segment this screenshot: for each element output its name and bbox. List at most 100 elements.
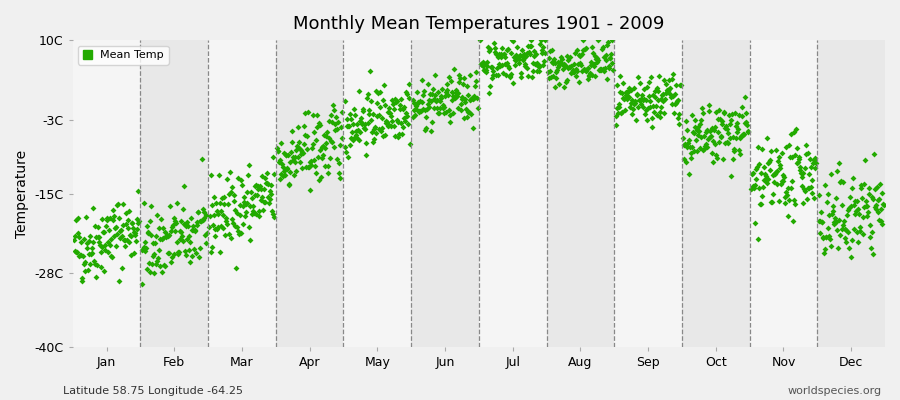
Point: [310, 154, 325, 160]
Point: [520, 50, 535, 56]
Point: [364, 98, 378, 104]
Point: [812, 218, 826, 224]
Point: [171, 248, 185, 255]
Point: [374, 104, 388, 110]
Point: [302, 163, 316, 170]
Point: [300, 146, 314, 152]
Point: [325, 118, 339, 125]
Bar: [479, 40, 546, 347]
Point: [640, 117, 654, 123]
Point: [830, 168, 844, 174]
Point: [515, 47, 529, 53]
Point: [257, 199, 272, 206]
Point: [119, 210, 133, 217]
Point: [806, 159, 820, 166]
Point: [666, 71, 680, 77]
Text: worldspecies.org: worldspecies.org: [788, 386, 882, 396]
Point: [486, 68, 500, 74]
Point: [822, 232, 836, 239]
Point: [246, 203, 260, 210]
Point: [417, 87, 431, 94]
Point: [320, 162, 335, 169]
Point: [464, 111, 479, 117]
Point: [196, 206, 211, 212]
Point: [536, 58, 551, 64]
Point: [220, 176, 235, 182]
Point: [463, 97, 477, 103]
Point: [158, 263, 172, 269]
Point: [119, 221, 133, 227]
Point: [561, 65, 575, 71]
Point: [354, 129, 368, 135]
Point: [615, 90, 629, 97]
Point: [222, 168, 237, 175]
Point: [161, 233, 176, 240]
Point: [620, 96, 634, 102]
Point: [115, 222, 130, 228]
Point: [81, 267, 95, 273]
Point: [370, 113, 384, 120]
Point: [826, 220, 841, 227]
Point: [228, 207, 242, 213]
Point: [74, 252, 88, 258]
Point: [809, 160, 824, 166]
Point: [679, 158, 693, 165]
Point: [220, 221, 234, 227]
Point: [520, 73, 535, 79]
Point: [344, 135, 358, 142]
Point: [543, 68, 557, 74]
Point: [130, 216, 144, 222]
Point: [393, 120, 408, 126]
Point: [541, 69, 555, 75]
Point: [215, 195, 230, 201]
Point: [500, 63, 515, 69]
Point: [260, 170, 274, 177]
Point: [804, 164, 818, 170]
Point: [764, 148, 778, 154]
Point: [387, 106, 401, 113]
Point: [104, 254, 119, 260]
Point: [780, 213, 795, 219]
Point: [523, 43, 537, 49]
Point: [338, 144, 353, 150]
Point: [456, 115, 471, 121]
Point: [363, 68, 377, 74]
Point: [743, 186, 758, 192]
Point: [328, 121, 342, 128]
Point: [701, 102, 716, 108]
Point: [475, 59, 490, 65]
Point: [562, 64, 577, 70]
Point: [158, 229, 173, 235]
Point: [691, 124, 706, 130]
Point: [241, 224, 256, 230]
Point: [744, 185, 759, 191]
Point: [701, 135, 716, 142]
Point: [638, 97, 652, 103]
Point: [536, 61, 550, 68]
Point: [170, 239, 184, 246]
Point: [135, 247, 149, 253]
Point: [478, 61, 492, 68]
Point: [864, 244, 878, 251]
Point: [838, 235, 852, 241]
Point: [212, 224, 226, 230]
Point: [237, 199, 251, 205]
Point: [867, 150, 881, 157]
Point: [167, 251, 182, 257]
Point: [857, 181, 871, 188]
Point: [517, 55, 531, 61]
Point: [803, 156, 817, 162]
Point: [559, 79, 573, 85]
Point: [368, 124, 382, 130]
Point: [750, 164, 764, 170]
Point: [393, 102, 408, 108]
Point: [777, 174, 791, 180]
Point: [821, 225, 835, 231]
Point: [324, 138, 338, 144]
Point: [602, 62, 616, 69]
Point: [877, 201, 891, 208]
Point: [310, 112, 324, 118]
Point: [265, 208, 279, 214]
Point: [344, 115, 358, 122]
Point: [86, 239, 101, 245]
